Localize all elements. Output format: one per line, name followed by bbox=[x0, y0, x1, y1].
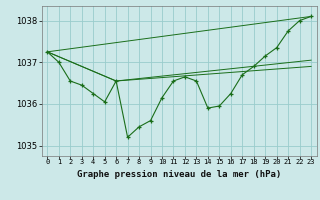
X-axis label: Graphe pression niveau de la mer (hPa): Graphe pression niveau de la mer (hPa) bbox=[77, 170, 281, 179]
